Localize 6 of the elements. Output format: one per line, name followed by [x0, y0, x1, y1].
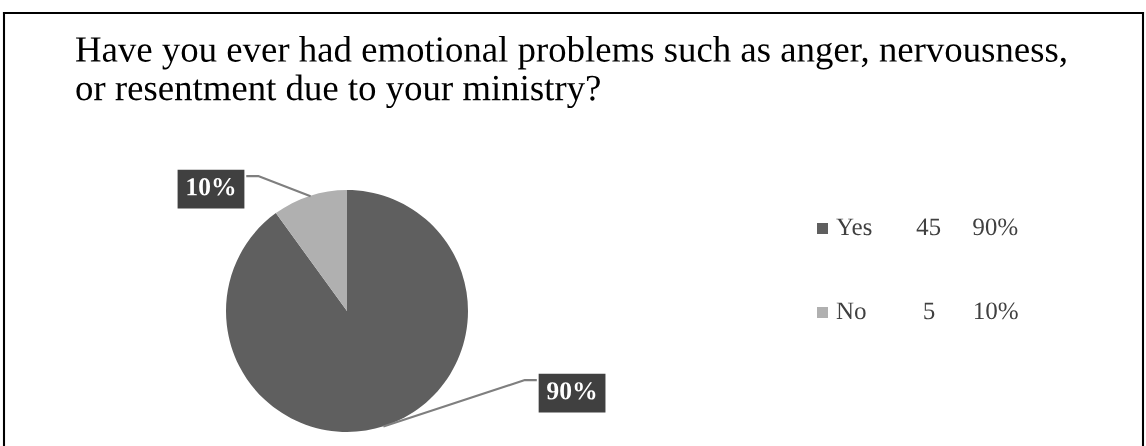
data-label: 90%	[547, 382, 596, 400]
pie-slice	[275, 190, 347, 311]
data-label: 10%	[187, 178, 235, 196]
chart-title: Have you ever had emotional problems such as anger, nervousness, or resentment due to your ministry?	[76, 36, 1066, 109]
legend-label: Yes 45 90%	[836, 218, 1018, 236]
legend-label: No 5 10%	[836, 302, 1018, 320]
